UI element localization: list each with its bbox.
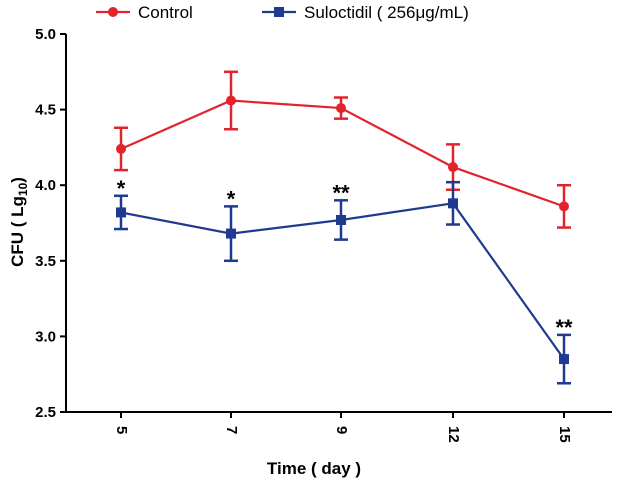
series-suloctidil bbox=[114, 180, 571, 385]
data-point bbox=[336, 214, 346, 225]
data-point bbox=[116, 207, 126, 218]
data-point bbox=[116, 143, 126, 154]
x-axis-title: Time ( day ) bbox=[267, 459, 361, 478]
legend-marker bbox=[274, 7, 284, 17]
series-layer bbox=[114, 70, 571, 385]
legend-label: Control bbox=[138, 3, 193, 22]
legend: Control Suloctidil ( 256μg/mL) bbox=[96, 3, 469, 22]
data-point bbox=[336, 103, 346, 114]
significance-marker: * bbox=[117, 176, 126, 201]
legend-marker bbox=[108, 7, 118, 17]
data-point bbox=[226, 228, 236, 239]
data-point bbox=[448, 162, 458, 173]
y-tick-label: 3.0 bbox=[35, 328, 56, 345]
x-tick-label: 7 bbox=[223, 426, 240, 434]
legend-label: Suloctidil ( 256μg/mL) bbox=[304, 3, 469, 22]
y-tick-label: 5.0 bbox=[35, 26, 56, 43]
significance-marker: * bbox=[227, 186, 236, 211]
x-tick-label: 9 bbox=[333, 426, 350, 434]
data-point bbox=[448, 198, 458, 209]
axes: 2.5 3.0 3.5 4.0 4.5 5.0 5 7 9 12 15 bbox=[35, 26, 612, 443]
y-tick-label: 4.0 bbox=[35, 177, 56, 194]
annotations: * * **** bbox=[117, 176, 573, 340]
x-tick-label: 15 bbox=[556, 426, 573, 443]
series-control bbox=[114, 70, 571, 229]
series-line bbox=[120, 202, 565, 360]
x-tick-label: 5 bbox=[113, 426, 130, 434]
significance-marker: ** bbox=[332, 180, 350, 205]
y-tick-label: 3.5 bbox=[35, 253, 56, 270]
x-tick-label: 12 bbox=[445, 426, 462, 443]
legend-item: Suloctidil ( 256μg/mL) bbox=[262, 3, 469, 22]
y-axis-title: CFU ( Lg10) bbox=[8, 177, 30, 267]
data-point bbox=[226, 95, 236, 106]
y-tick-label: 4.5 bbox=[35, 102, 56, 119]
y-tick-label: 2.5 bbox=[35, 404, 56, 421]
data-point bbox=[559, 201, 569, 212]
data-point bbox=[559, 354, 569, 365]
significance-marker: ** bbox=[555, 315, 573, 340]
legend-item: Control bbox=[96, 3, 193, 22]
